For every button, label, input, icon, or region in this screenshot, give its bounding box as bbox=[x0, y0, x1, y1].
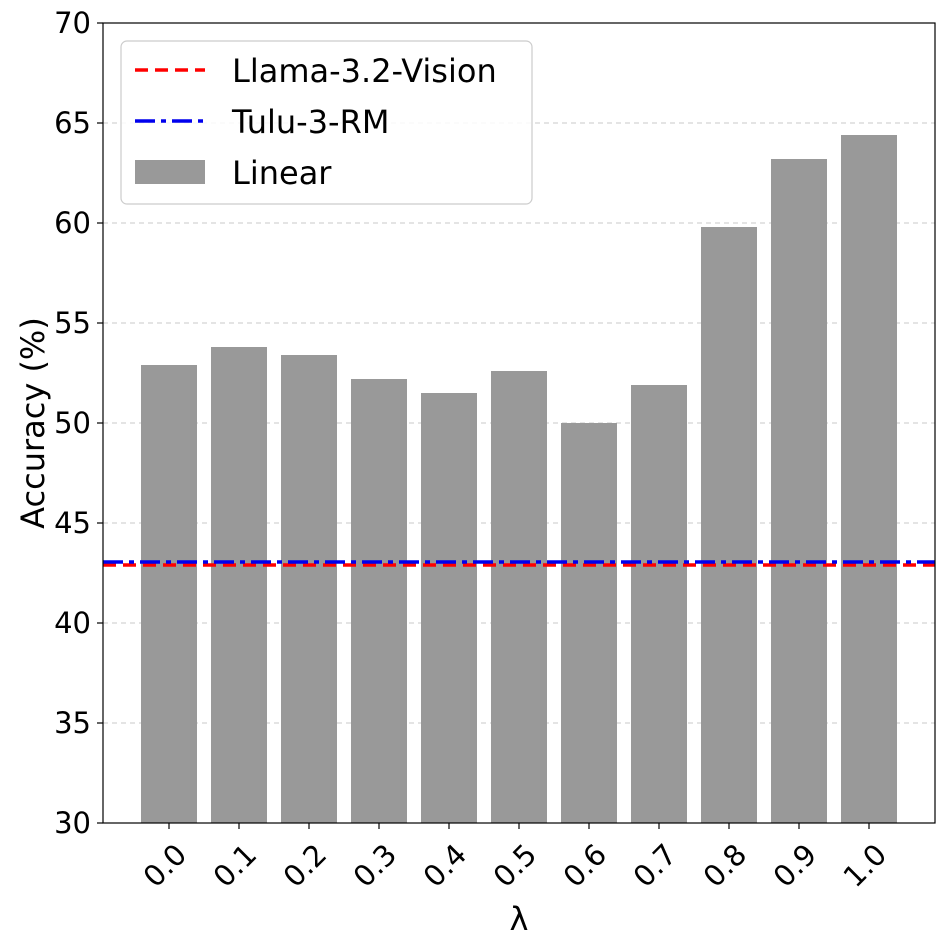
x-tick-label: 0.8 bbox=[697, 837, 754, 894]
bar-0.3 bbox=[351, 379, 407, 823]
bar-0.9 bbox=[771, 159, 827, 823]
y-tick-label: 65 bbox=[54, 106, 91, 140]
legend-label: Linear bbox=[232, 154, 332, 192]
x-tick-label: 1.0 bbox=[837, 837, 894, 894]
legend-label: Tulu-3-RM bbox=[231, 103, 389, 141]
y-tick-label: 55 bbox=[54, 306, 91, 340]
x-tick-label: 0.9 bbox=[767, 837, 824, 894]
y-tick-label: 40 bbox=[54, 606, 91, 640]
x-axis: 0.0 0.1 0.2 0.3 0.4 0.5 0.6 0.7 0.8 0.9 1.0 bbox=[137, 823, 894, 894]
bar-0.5 bbox=[491, 371, 547, 823]
y-tick-label: 70 bbox=[54, 6, 91, 40]
bar-1.0 bbox=[841, 135, 897, 823]
x-tick-label: 0.5 bbox=[487, 837, 544, 894]
x-tick-label: 0.0 bbox=[137, 837, 194, 894]
bar-0.4 bbox=[421, 393, 477, 823]
legend-box bbox=[120, 40, 533, 205]
y-tick-label: 50 bbox=[54, 406, 91, 440]
bar-0.6 bbox=[561, 423, 617, 823]
bars bbox=[141, 135, 897, 823]
y-tick-label: 35 bbox=[54, 706, 91, 740]
bar-0.1 bbox=[211, 347, 267, 823]
y-tick-label: 45 bbox=[54, 506, 91, 540]
y-tick-label: 60 bbox=[54, 206, 91, 240]
x-tick-label: 0.4 bbox=[417, 837, 474, 894]
legend-label: Llama-3.2-Vision bbox=[232, 52, 497, 90]
bar-0.0 bbox=[141, 365, 197, 823]
bar-0.7 bbox=[631, 385, 687, 823]
x-axis-label: λ bbox=[510, 900, 529, 938]
y-axis: 30 35 40 45 50 55 60 65 70 bbox=[54, 6, 103, 840]
bar-0.2 bbox=[281, 355, 337, 823]
legend-swatch bbox=[135, 160, 205, 184]
x-tick-label: 0.7 bbox=[627, 837, 684, 894]
x-tick-label: 0.1 bbox=[207, 837, 264, 894]
y-tick-label: 30 bbox=[54, 806, 91, 840]
x-tick-label: 0.6 bbox=[557, 837, 614, 894]
legend: Llama-3.2-Vision Tulu-3-RM Linear bbox=[120, 40, 533, 205]
bar-0.8 bbox=[701, 227, 757, 823]
reference-lines bbox=[103, 560, 935, 567]
x-tick-label: 0.2 bbox=[277, 837, 334, 894]
x-tick-label: 0.3 bbox=[347, 837, 404, 894]
y-axis-label: Accuracy (%) bbox=[14, 317, 52, 529]
